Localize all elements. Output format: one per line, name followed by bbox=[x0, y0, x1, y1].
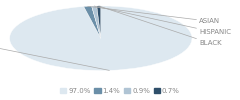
Legend: 97.0%, 1.4%, 0.9%, 0.7%: 97.0%, 1.4%, 0.9%, 0.7% bbox=[57, 85, 183, 96]
Text: ASIAN: ASIAN bbox=[88, 6, 220, 24]
Text: WHITE: WHITE bbox=[0, 33, 109, 70]
Wedge shape bbox=[92, 6, 101, 38]
Text: HISPANIC: HISPANIC bbox=[94, 6, 231, 35]
Wedge shape bbox=[97, 6, 101, 38]
Text: BLACK: BLACK bbox=[99, 6, 222, 46]
Wedge shape bbox=[10, 6, 192, 70]
Wedge shape bbox=[84, 6, 101, 38]
